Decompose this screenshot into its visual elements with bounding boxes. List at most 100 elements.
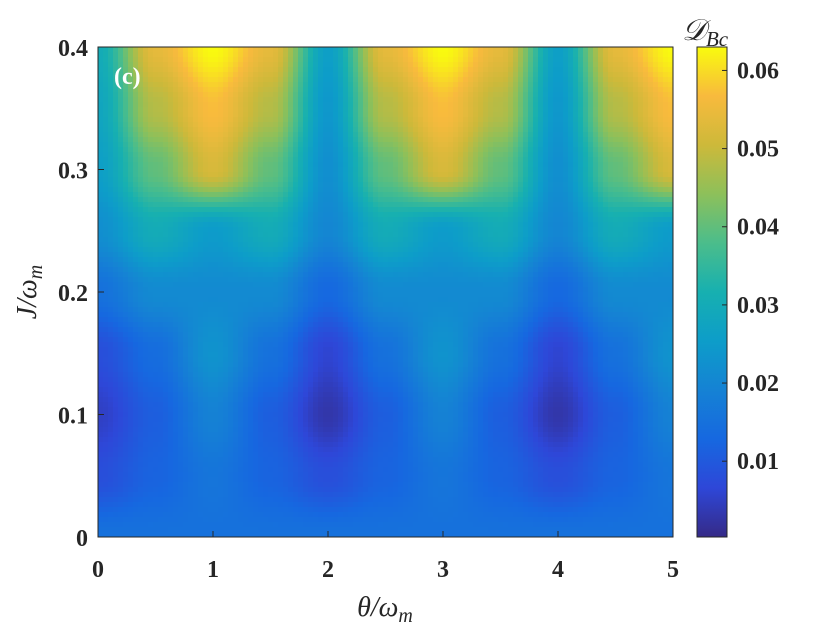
heatmap-cell (493, 77, 499, 83)
heatmap-cell (123, 107, 129, 113)
heatmap-cell (563, 182, 569, 188)
heatmap-cell (393, 112, 399, 118)
heatmap-cell (418, 142, 424, 148)
heatmap-cell (343, 97, 349, 103)
heatmap-cell (193, 132, 199, 138)
heatmap-cell (453, 252, 459, 258)
heatmap-cell (603, 47, 609, 53)
heatmap-cell (373, 97, 379, 103)
heatmap-cell (283, 202, 289, 208)
heatmap-cell (668, 117, 673, 123)
heatmap-cell (158, 92, 164, 98)
heatmap-cell (573, 152, 579, 158)
heatmap-cell (328, 262, 334, 268)
heatmap-cell (568, 207, 574, 213)
heatmap-cell (438, 157, 444, 163)
heatmap-cell (413, 242, 419, 248)
heatmap-cell (293, 152, 299, 158)
heatmap-cell (338, 82, 344, 88)
heatmap-cell (558, 207, 564, 213)
heatmap-cell (303, 67, 309, 73)
heatmap-cell (318, 212, 324, 218)
heatmap-cell (168, 132, 174, 138)
heatmap-cell (283, 77, 289, 83)
heatmap-cell (168, 162, 174, 168)
heatmap-cell (373, 172, 379, 178)
heatmap-cell (593, 92, 599, 98)
heatmap-cell (313, 172, 319, 178)
heatmap-cell (483, 62, 489, 68)
heatmap-cell (398, 237, 404, 243)
heatmap-cell (568, 122, 574, 128)
heatmap-cell (223, 52, 229, 58)
heatmap-cell (428, 182, 434, 188)
heatmap-cell (213, 212, 219, 218)
heatmap-cell (173, 127, 179, 133)
heatmap-cell (308, 112, 314, 118)
heatmap-cell (138, 117, 144, 123)
heatmap-cell (203, 212, 209, 218)
heatmap-cell (198, 137, 204, 143)
heatmap-cell (573, 82, 579, 88)
heatmap-cell (158, 167, 164, 173)
heatmap-cell (348, 262, 354, 268)
heatmap-cell (323, 252, 329, 258)
heatmap-cell (543, 72, 549, 78)
heatmap-cell (223, 157, 229, 163)
heatmap-cell (593, 62, 599, 68)
heatmap-cell (273, 232, 279, 238)
heatmap-cell (528, 182, 534, 188)
heatmap-cell (478, 67, 484, 73)
heatmap-cell (638, 67, 644, 73)
heatmap-cell (303, 92, 309, 98)
heatmap-cell (408, 112, 414, 118)
heatmap-cell (668, 112, 673, 118)
heatmap-cell (373, 57, 379, 63)
heatmap-cell (118, 122, 124, 128)
heatmap-cell (168, 252, 174, 258)
heatmap-cell (373, 227, 379, 233)
heatmap-cell (193, 117, 199, 123)
heatmap-cell (433, 152, 439, 158)
heatmap-cell (273, 127, 279, 133)
heatmap-cell (393, 122, 399, 128)
heatmap-cell (523, 57, 529, 63)
heatmap-cell (643, 122, 649, 128)
heatmap-cell (283, 162, 289, 168)
heatmap-cell (603, 182, 609, 188)
heatmap-cell (348, 72, 354, 78)
heatmap-cell (348, 197, 354, 203)
heatmap-cell (108, 182, 114, 188)
heatmap-cell (468, 62, 474, 68)
heatmap-cell (298, 147, 304, 153)
heatmap-cell (428, 57, 434, 63)
heatmap-cell (213, 177, 219, 183)
heatmap-cell (598, 227, 604, 233)
heatmap-cell (608, 112, 614, 118)
heatmap-cell (153, 107, 159, 113)
heatmap-cell (508, 227, 514, 233)
heatmap-cell (128, 252, 134, 258)
heatmap-cell (598, 242, 604, 248)
heatmap-cell (193, 127, 199, 133)
heatmap-cell (283, 142, 289, 148)
heatmap-cell (218, 132, 224, 138)
heatmap-cell (163, 232, 169, 238)
heatmap-cell (663, 207, 669, 213)
heatmap-cell (428, 227, 434, 233)
heatmap-cell (443, 172, 449, 178)
heatmap-cell (288, 142, 294, 148)
heatmap-cell (253, 187, 259, 193)
heatmap-cell (453, 142, 459, 148)
heatmap-cell (318, 127, 324, 133)
heatmap-cell (268, 72, 274, 78)
heatmap-cell (663, 132, 669, 138)
heatmap-cell (568, 117, 574, 123)
heatmap-cell (538, 217, 544, 223)
heatmap-cell (503, 57, 509, 63)
heatmap-cell (298, 187, 304, 193)
heatmap-cell (138, 147, 144, 153)
heatmap-cell (223, 107, 229, 113)
heatmap-cell (288, 157, 294, 163)
heatmap-cell (388, 132, 394, 138)
